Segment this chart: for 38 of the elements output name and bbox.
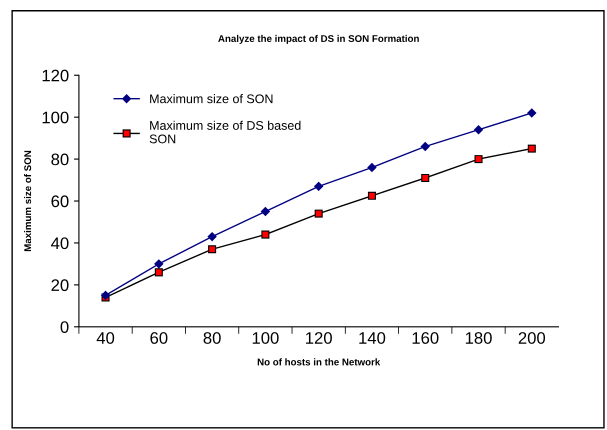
y-tick-label: 80 [51, 154, 69, 166]
point [208, 245, 216, 254]
x-tick-label: 200 [518, 332, 546, 344]
legend-label: Maximum size of DS based SON [150, 120, 300, 144]
x-axis-title: No of hosts in the Network [258, 358, 380, 366]
point [474, 125, 483, 134]
x-tick-label: 160 [412, 332, 438, 344]
point [260, 207, 270, 216]
y-tick-label: 40 [51, 237, 69, 250]
x-tick-label: 60 [150, 332, 168, 344]
chart-title: Analyze the impact of DS in SON Formation [218, 34, 419, 44]
x-tick-label: 120 [306, 332, 332, 344]
point [474, 155, 483, 164]
point [314, 182, 324, 191]
x-tick-label: 100 [252, 332, 279, 344]
point [420, 142, 430, 152]
y-tick-label: 60 [52, 195, 69, 208]
point [208, 232, 217, 242]
point [368, 192, 376, 200]
x-tick-label: 140 [359, 332, 386, 344]
point [154, 259, 164, 268]
x-tick-label: 40 [96, 332, 114, 344]
y-tick-label: 0 [60, 321, 69, 334]
point [367, 163, 376, 172]
y-tick-label: 120 [42, 70, 69, 82]
x-tick-label: 80 [204, 332, 221, 344]
point [314, 210, 323, 218]
legend-label: Maximum size of SON [150, 94, 272, 104]
x-tick-label: 180 [466, 332, 492, 344]
point [261, 230, 270, 239]
point [527, 108, 536, 118]
point [421, 174, 430, 182]
y-tick-label: 20 [51, 279, 69, 292]
y-axis-title: Maximum size of SON [24, 150, 32, 252]
point [101, 290, 110, 300]
y-tick-label: 100 [42, 112, 69, 124]
point [154, 268, 163, 276]
point [528, 144, 536, 153]
